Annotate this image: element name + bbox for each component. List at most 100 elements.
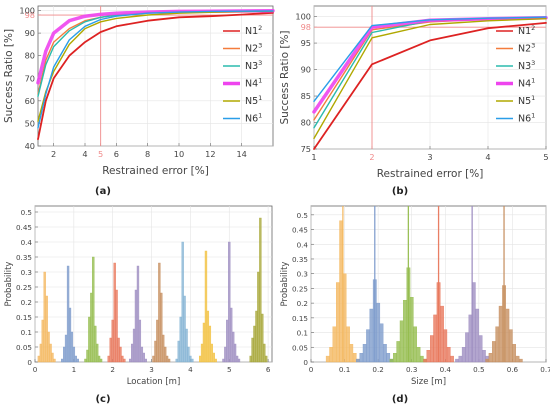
- histogram-bar: [117, 337, 120, 363]
- histogram-bar: [66, 265, 70, 363]
- legend-series-name: N2: [245, 44, 258, 55]
- y-tick-label: 0.25: [292, 284, 308, 293]
- x-tick-label: 4: [485, 152, 490, 162]
- histogram-bar: [423, 358, 428, 363]
- y-tick-label: 0.4: [297, 240, 309, 249]
- histogram-bar: [389, 358, 394, 363]
- histogram-bar: [47, 331, 50, 363]
- histogram-bar: [492, 341, 496, 363]
- histogram-bar: [177, 340, 180, 363]
- y-tick-label: 0.5: [297, 211, 308, 220]
- histogram-bar: [119, 346, 122, 363]
- histogram-bar: [461, 347, 466, 363]
- histogram-bar: [443, 329, 448, 363]
- histogram-bar: [183, 295, 186, 363]
- histogram-bar: [379, 323, 384, 363]
- legend-label-N4: N41: [518, 77, 535, 90]
- histogram-bar: [70, 331, 74, 363]
- legend-series-sup: 2: [531, 24, 535, 32]
- histogram-bar: [251, 337, 254, 363]
- histogram-bar: [416, 347, 421, 363]
- x-tick-label: 0.6: [507, 365, 519, 374]
- y-tick-label: 0.3: [297, 270, 308, 279]
- histogram-bar: [142, 352, 145, 363]
- x-tick-label: 3: [149, 365, 154, 374]
- histogram-bar: [204, 250, 208, 363]
- histogram-bar: [515, 355, 520, 363]
- histogram-bar: [359, 353, 364, 363]
- y-axis-label: Success Ratio [%]: [3, 29, 15, 123]
- x-tick-label: 0.4: [440, 365, 452, 374]
- histogram-group: [37, 217, 268, 363]
- x-tick-label: 0.2: [372, 365, 383, 374]
- histogram-bar: [482, 350, 486, 363]
- y-tick-label: 0.05: [292, 343, 308, 352]
- histogram-bar: [465, 332, 469, 363]
- histogram-bar: [161, 334, 165, 363]
- histogram-bar: [413, 326, 417, 363]
- y-axis-label: Success Ratio [%]: [279, 30, 291, 124]
- legend-series-name: N3: [518, 61, 531, 72]
- y-tick-label: 0.3: [21, 268, 32, 277]
- histogram-bar: [128, 358, 132, 363]
- histogram-bar: [111, 319, 114, 363]
- x-tick-label: 10: [174, 149, 184, 159]
- y-tick-label: 90: [301, 65, 311, 75]
- histogram-bar: [336, 282, 340, 363]
- legend-series-sup: 3: [258, 59, 262, 67]
- histogram-bar: [458, 355, 463, 363]
- histogram-bar: [518, 358, 523, 363]
- legend-series-sup: 1: [531, 94, 535, 102]
- legend-series-sup: 2: [258, 24, 262, 32]
- histogram-bar: [257, 271, 260, 363]
- legend-label-N1: N12: [518, 24, 535, 37]
- x-tick-label: 12: [205, 149, 215, 159]
- histogram-bar: [72, 346, 76, 363]
- series-line-N1: [37, 11, 274, 141]
- histogram-bar: [403, 300, 407, 363]
- histogram-bar: [156, 319, 159, 363]
- x-tick-label: 3: [427, 152, 432, 162]
- histogram-bar: [109, 337, 112, 363]
- legend-label-N4: N41: [245, 77, 262, 90]
- legend-series-name: N4: [245, 79, 258, 90]
- x-tick-label: 8: [145, 149, 150, 159]
- histogram-bar: [485, 358, 490, 363]
- y-tick-label: 0.15: [292, 314, 308, 323]
- x-tick-label: 4: [188, 365, 193, 374]
- histogram-bar: [185, 328, 188, 363]
- histogram-bar: [366, 329, 370, 363]
- x-tick-label: 1: [72, 365, 77, 374]
- histogram-bar: [332, 326, 337, 363]
- legend-label-N2: N23: [518, 42, 535, 55]
- histogram-bar: [175, 358, 178, 363]
- histogram-bar: [90, 292, 93, 363]
- histogram-bar: [167, 358, 171, 363]
- y-tick-label: 95: [301, 38, 311, 48]
- x-tick-label: 5: [98, 149, 103, 159]
- histogram-bar: [134, 289, 138, 363]
- histogram-group: [325, 206, 523, 363]
- x-tick-label: 14: [236, 149, 246, 159]
- x-tick-label: 1: [311, 152, 316, 162]
- panel-label: (b): [392, 186, 408, 197]
- histogram-bar: [51, 352, 54, 363]
- panel-label: (c): [95, 394, 110, 405]
- legend-label-N5: N51: [518, 94, 535, 107]
- y-tick-label: 0: [303, 358, 308, 367]
- y-tick-label: 40: [25, 141, 35, 151]
- y-tick-label: 50: [25, 118, 35, 128]
- histogram-bar: [352, 353, 357, 363]
- histogram-bar: [325, 355, 330, 363]
- histogram-bar: [198, 355, 202, 363]
- panel-label: (d): [392, 394, 408, 405]
- histogram-bar: [255, 310, 258, 363]
- legend-label-N2: N23: [245, 42, 262, 55]
- y-tick-label: 0.35: [16, 253, 32, 262]
- histogram-bar: [346, 326, 350, 363]
- histogram-bar: [61, 358, 64, 363]
- histogram-bar: [475, 308, 480, 363]
- histogram-bar: [222, 358, 225, 363]
